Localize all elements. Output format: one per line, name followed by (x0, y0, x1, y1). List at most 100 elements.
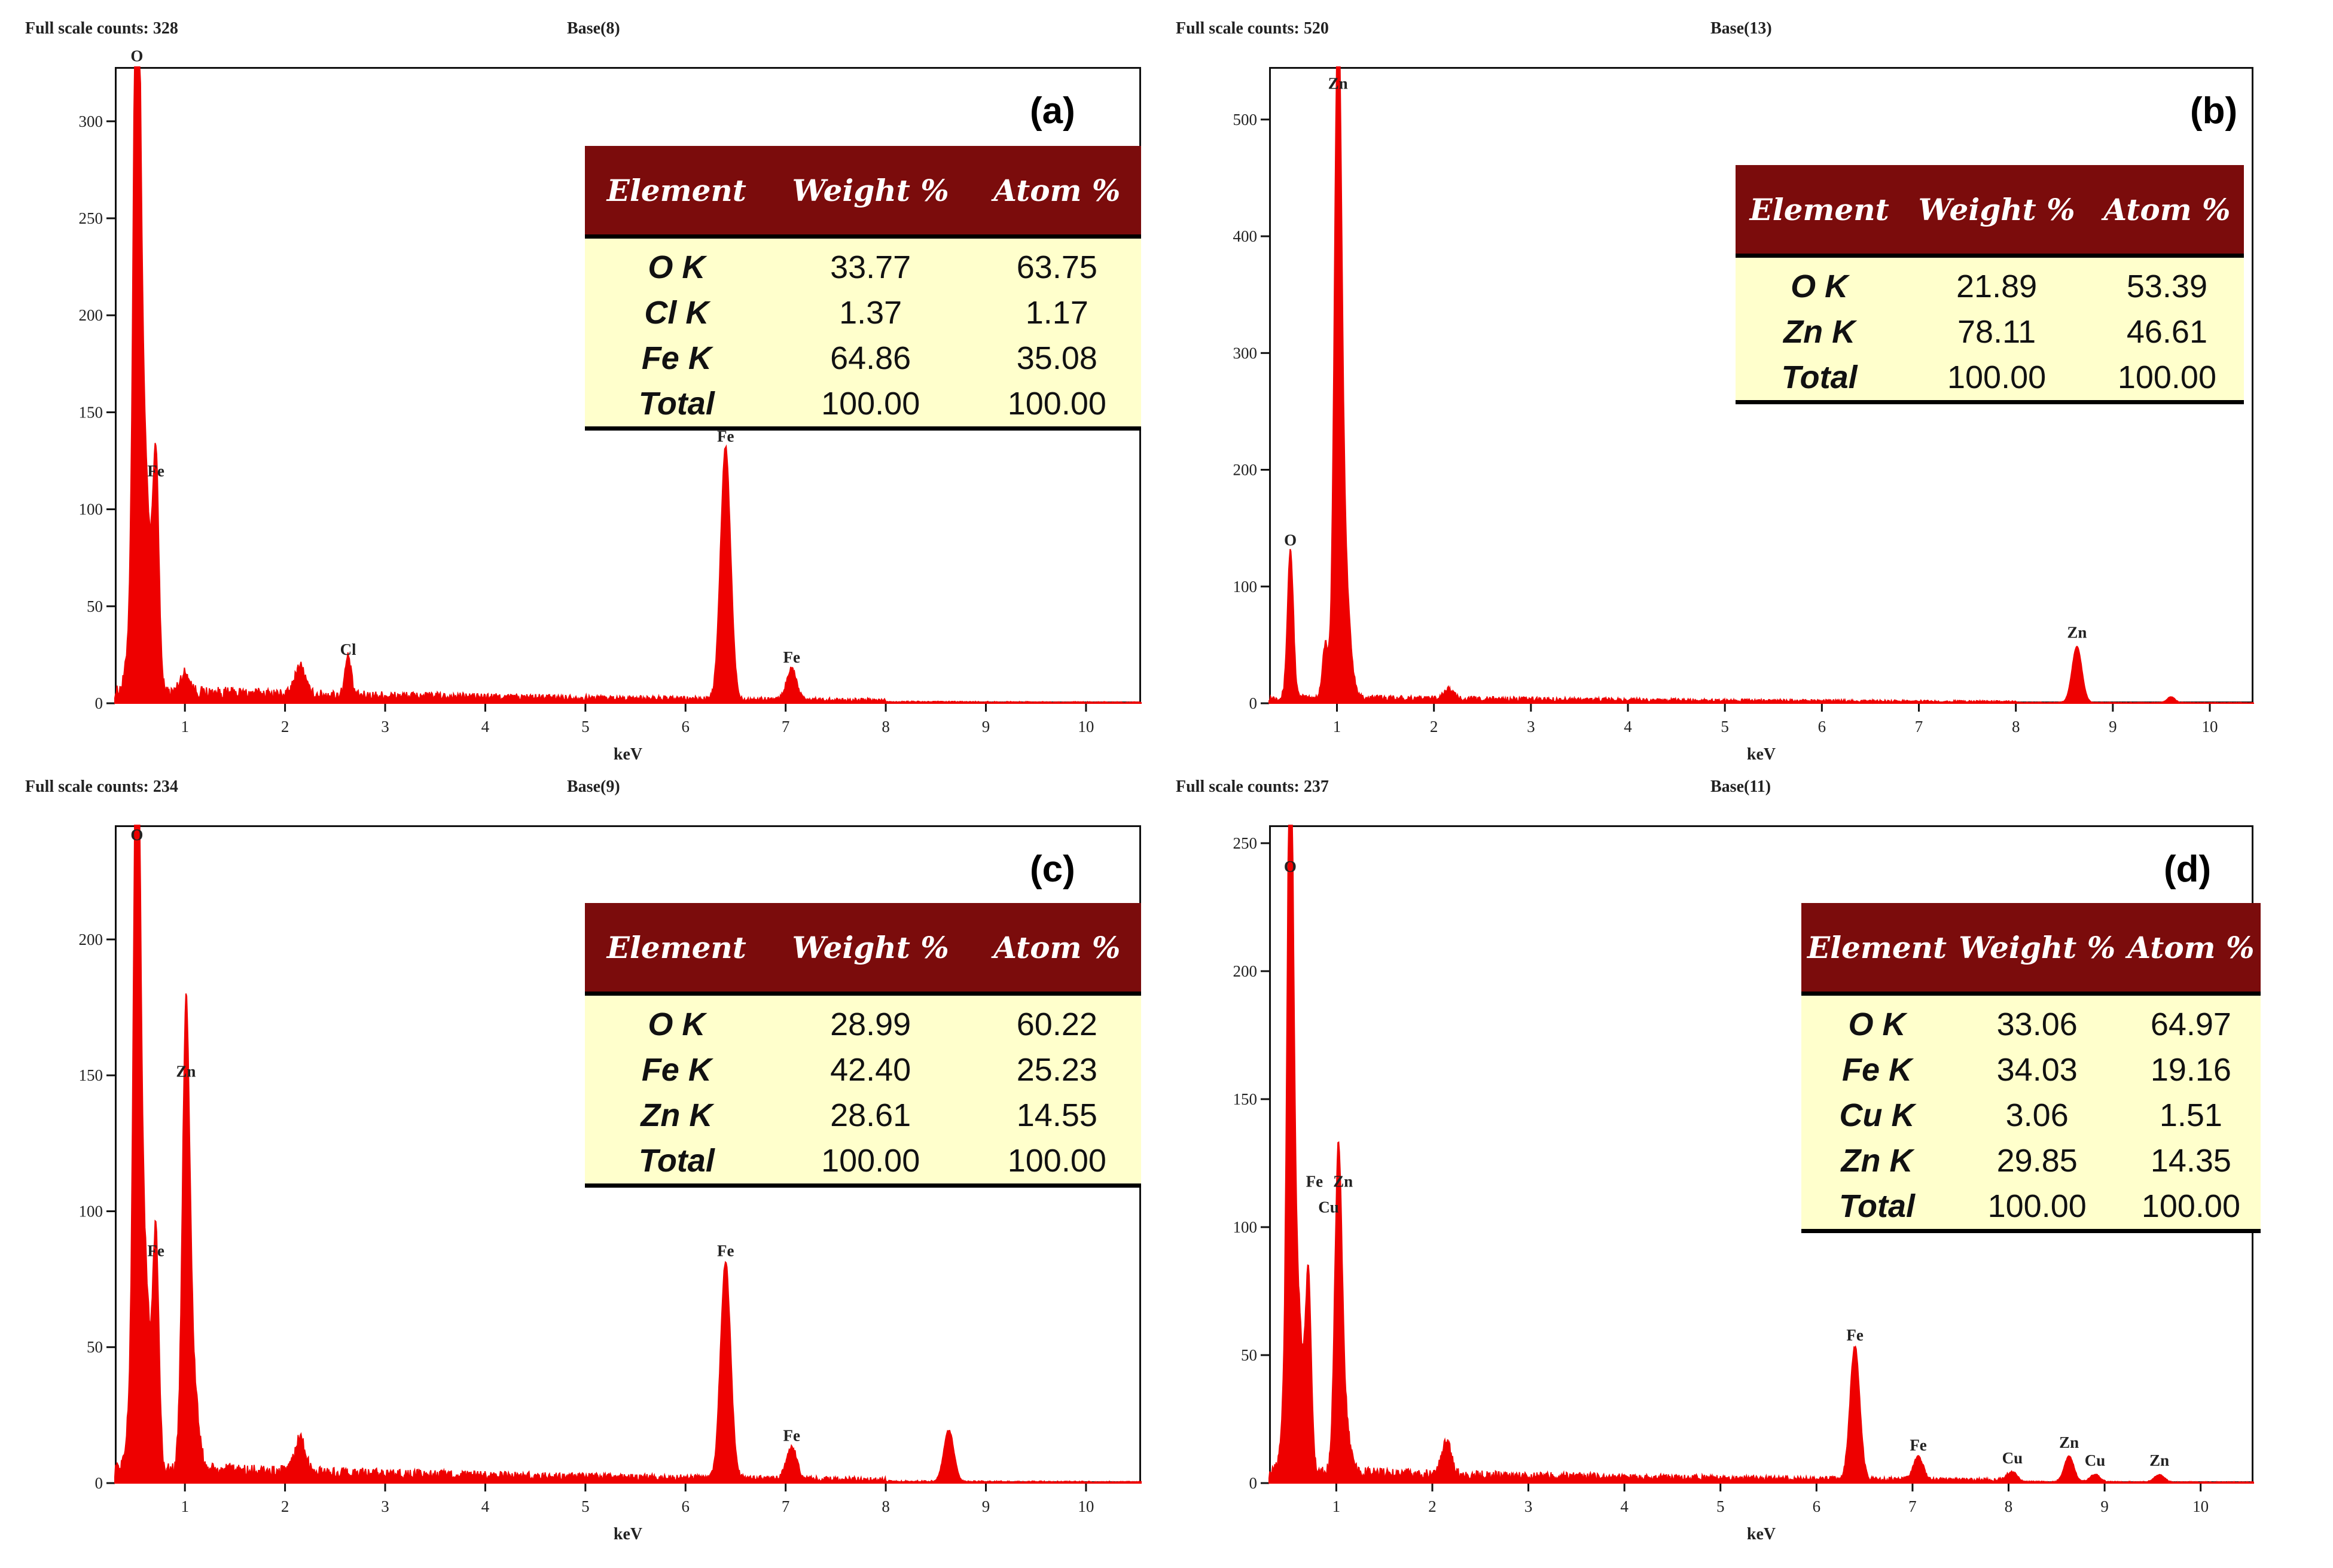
spectrum-series (1268, 66, 2254, 704)
peak-label: O (1284, 531, 1297, 549)
x-tick-label: 6 (682, 718, 690, 736)
atom-cell: 14.55 (1016, 1097, 1097, 1133)
weight-cell: 1.37 (839, 295, 902, 331)
x-tick-label: 8 (2012, 718, 2020, 736)
full-scale-counts: Full scale counts: 234 (25, 777, 178, 796)
y-tick-label: 50 (87, 597, 103, 615)
spectrum-series (1268, 825, 2254, 1484)
y-tick-label: 0 (1249, 694, 1258, 712)
x-tick-label: 3 (381, 718, 389, 736)
table-row: O K 33.06 64.97 (1801, 994, 2261, 1048)
atom-cell: 46.61 (2126, 314, 2207, 350)
weight-cell: 42.40 (830, 1052, 911, 1088)
element-cell: Total (638, 1143, 715, 1179)
peak-label: Fe (147, 462, 164, 480)
weight-cell: 33.77 (830, 249, 911, 285)
y-tick-label: 200 (1233, 461, 1258, 479)
x-tick-label: 10 (1078, 718, 1094, 736)
panel-b: Full scale counts: 520 Base(13) 0 100 200 3… (1166, 0, 2333, 777)
full-scale-counts: Full scale counts: 520 (1176, 19, 1329, 38)
atom-cell: 100.00 (1007, 1143, 1106, 1179)
panel-label: (b) (2190, 90, 2238, 132)
x-tick-label: 7 (782, 718, 790, 736)
composition-table: Element Weight % Atom % O K 33.77 63.75 Cl K 1.… (585, 146, 1141, 431)
y-tick-label: 250 (1233, 834, 1258, 852)
panel-label: (c) (1030, 849, 1075, 890)
table-row: Fe K 42.40 25.23 (585, 1047, 1141, 1093)
x-tick-label: 5 (581, 718, 590, 736)
base-label: Base(8) (567, 19, 620, 38)
table-header-cell: Weight % (768, 903, 973, 996)
atom-cell: 64.97 (2150, 1006, 2231, 1042)
atom-cell: 53.39 (2126, 269, 2207, 304)
y-tick-label: 0 (95, 694, 103, 712)
composition-table: Element Weight % Atom % O K 33.06 64.97 Fe K 34… (1801, 903, 2261, 1233)
x-tick-label: 9 (982, 1497, 990, 1515)
y-tick-label: 150 (79, 1066, 103, 1084)
y-tick-label: 250 (79, 209, 103, 227)
peak-label: Cl (340, 640, 356, 658)
peak-label: O (130, 826, 143, 844)
peak-label: O (130, 47, 143, 65)
x-tick-label: 6 (1813, 1497, 1821, 1515)
table-row: Fe K 64.86 35.08 (585, 335, 1141, 381)
peak-label: Fe (717, 1241, 734, 1259)
composition-table: Element Weight % Atom % O K 21.89 53.39 Zn K 78… (1736, 165, 2244, 404)
table-row: Total 100.00 100.00 (1801, 1183, 2261, 1231)
weight-cell: 29.85 (1996, 1143, 2078, 1179)
table-row: Cl K 1.37 1.17 (585, 290, 1141, 335)
x-tick-label: 2 (281, 718, 289, 736)
weight-cell: 100.00 (1947, 359, 2047, 395)
spectrum-series (114, 66, 1142, 704)
table-row: Total 100.00 100.00 (585, 1138, 1141, 1186)
element-cell: Zn K (1841, 1143, 1913, 1179)
panel-label: (a) (1030, 90, 1075, 132)
atom-cell: 35.08 (1016, 340, 1097, 376)
atom-cell: 1.17 (1025, 295, 1088, 331)
table-row: Fe K 34.03 19.16 (1801, 1047, 2261, 1093)
x-tick-label: 1 (1332, 1497, 1341, 1515)
peak-label: Cu (2002, 1449, 2023, 1467)
x-tick-label: 5 (1721, 718, 1729, 736)
x-axis-title: keV (614, 1525, 642, 1543)
atom-cell: 100.00 (2117, 359, 2216, 395)
y-tick-label: 100 (1233, 1218, 1258, 1236)
x-tick-label: 2 (1430, 718, 1438, 736)
x-tick-label: 4 (481, 1497, 490, 1515)
y-tick-label: 100 (1233, 578, 1258, 596)
composition-table: Element Weight % Atom % O K 28.99 60.22 Fe K 42… (585, 903, 1141, 1188)
peak-label: Cu (2085, 1451, 2106, 1469)
eds-spectrum-chart: 0 50 100 150 200 250 1 2 3 4 5 6 7 8 9 10 keV O Fe Zn Cu Fe Fe… (1233, 825, 2254, 1543)
y-tick-label: 50 (1241, 1346, 1257, 1364)
table-header-cell: Weight % (768, 146, 973, 239)
base-label: Base(9) (567, 777, 620, 796)
x-tick-label: 5 (581, 1497, 590, 1515)
table-row: O K 28.99 60.22 (585, 994, 1141, 1048)
weight-cell: 3.06 (2005, 1097, 2069, 1133)
x-tick-label: 7 (1908, 1497, 1917, 1515)
y-tick-label: 300 (1233, 344, 1258, 362)
x-tick-label: 3 (1524, 1497, 1533, 1515)
eds-spectrum-chart: 0 100 200 300 400 500 1 2 3 4 5 6 7 8 9 10 keV O Zn Zn (1233, 66, 2254, 764)
x-tick-label: 8 (2005, 1497, 2013, 1515)
table-header-cell: Atom % (972, 146, 1141, 239)
x-tick-label: 3 (381, 1497, 389, 1515)
x-tick-label: 1 (181, 718, 189, 736)
table-header-cell: Atom % (2121, 903, 2261, 996)
peak-label: Fe (1846, 1326, 1863, 1344)
element-cell: Zn K (1783, 314, 1856, 350)
weight-cell: 100.00 (821, 1143, 920, 1179)
panel-a: Full scale counts: 328 Base(8) 0 50 100 150… (0, 0, 1166, 777)
x-tick-label: 10 (2202, 718, 2218, 736)
table-row: O K 21.89 53.39 (1736, 256, 2244, 310)
element-cell: O K (1848, 1006, 1906, 1042)
peak-label: Fe (1306, 1173, 1323, 1191)
table-row: Cu K 3.06 1.51 (1801, 1093, 2261, 1138)
peak-label: Zn (2149, 1451, 2169, 1469)
spectrum-series (114, 825, 1142, 1484)
base-label: Base(13) (1710, 19, 1772, 38)
x-tick-label: 9 (982, 718, 990, 736)
x-tick-label: 10 (2192, 1497, 2209, 1515)
table-row: Zn K 78.11 46.61 (1736, 309, 2244, 355)
element-cell: Total (638, 386, 715, 422)
